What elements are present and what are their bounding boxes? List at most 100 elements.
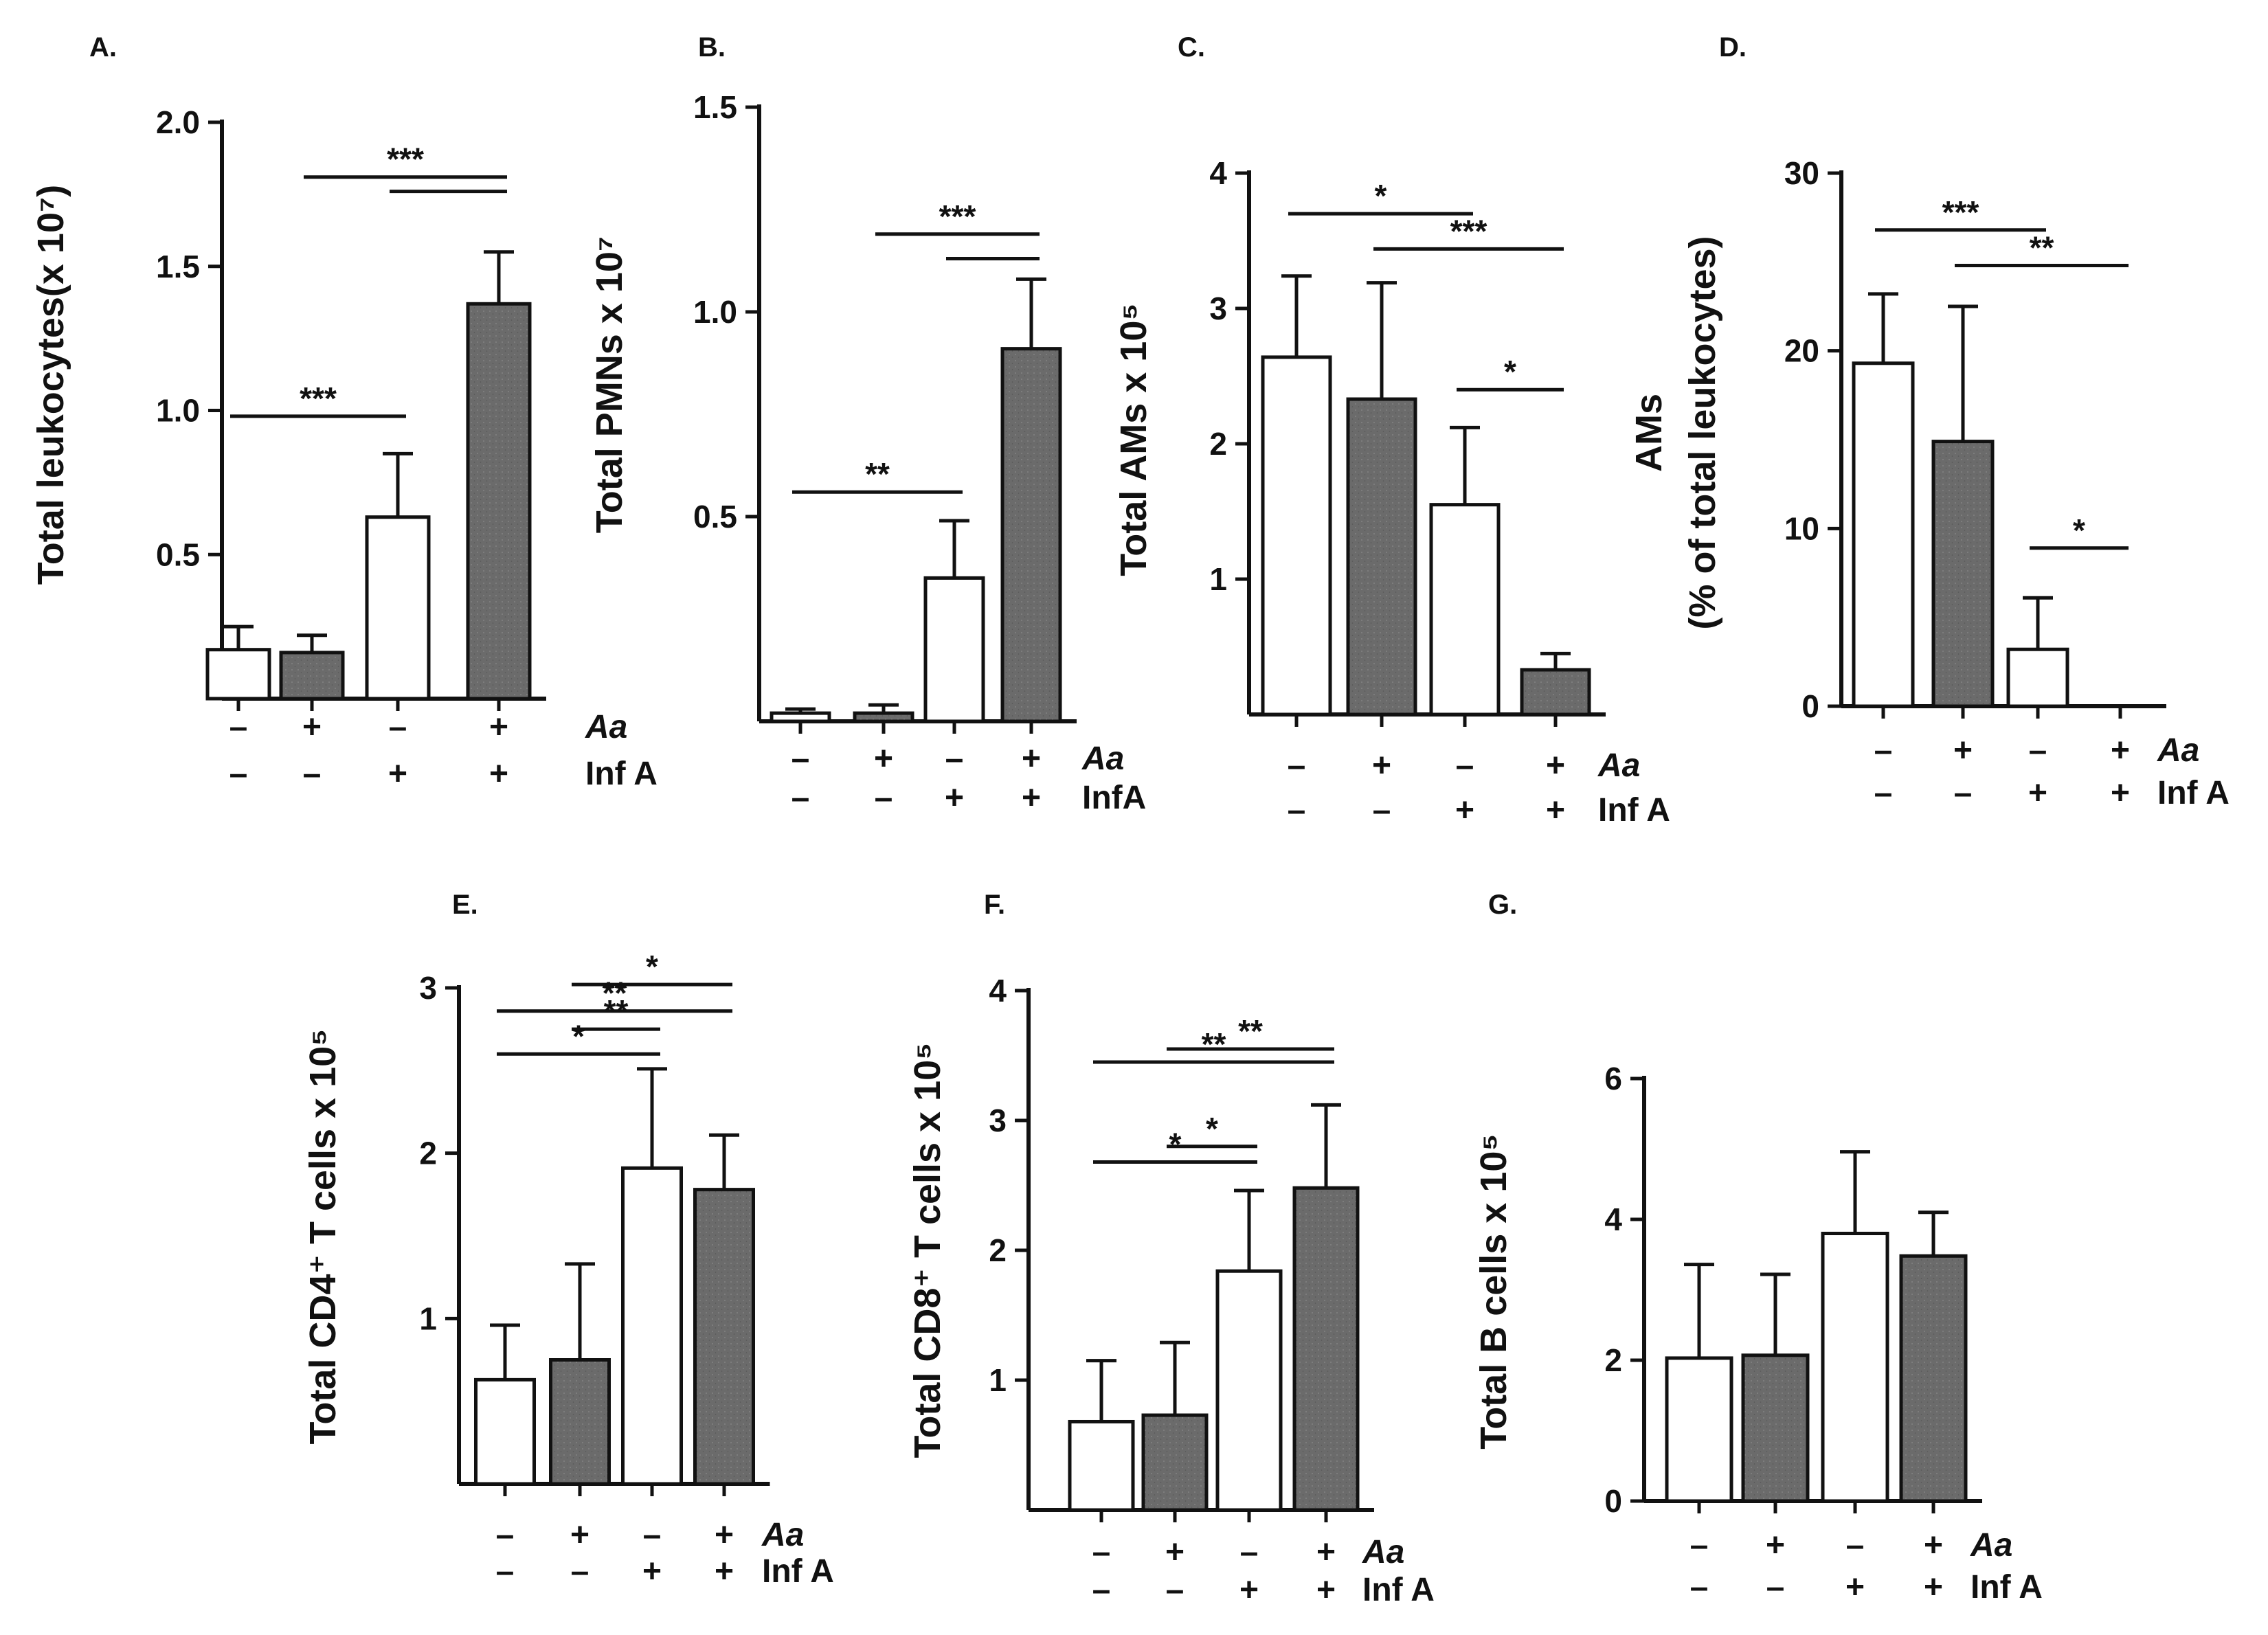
y-tick-label: 1.0 — [156, 393, 200, 429]
bar — [923, 576, 985, 723]
row-label-inf: Inf A — [762, 1553, 834, 1590]
inf-sign: + — [1924, 1569, 1943, 1605]
row-label-aa: Aa — [1970, 1527, 2012, 1564]
aa-sign: – — [945, 741, 964, 777]
bar — [1000, 347, 1062, 723]
bar — [1899, 1254, 1968, 1503]
aa-sign: + — [1766, 1527, 1785, 1564]
panel-a: A. Total leukocytes(x 10⁷) 0.5 1.0 1.5 2.0 – – +… — [30, 32, 658, 792]
inf-sign: – — [496, 1553, 515, 1590]
panel-b: B.Total PMNs x 10⁷ 0.51.01.5––+––+++AaInf… — [589, 32, 1146, 816]
bar — [1292, 1186, 1360, 1512]
panel-label: D. — [1719, 32, 1747, 63]
sig-label: * — [1504, 354, 1516, 390]
aa-sign: + — [1546, 747, 1565, 784]
bar — [466, 302, 532, 701]
y-tick-label: 1 — [1209, 561, 1227, 597]
inf-sign: + — [489, 756, 508, 792]
row-label-inf: Inf A — [1362, 1572, 1435, 1608]
panel-label: F. — [984, 890, 1005, 920]
aa-sign: – — [1846, 1527, 1865, 1564]
aa-sign: – — [496, 1517, 515, 1553]
aa-sign: + — [1022, 741, 1041, 777]
sig-label: *** — [300, 381, 337, 416]
aa-sign: + — [2111, 732, 2130, 769]
aa-sign: – — [1240, 1534, 1259, 1570]
row-label-inf: Inf A — [1598, 792, 1670, 828]
y-tick-label: 1.5 — [156, 249, 200, 284]
bar — [1852, 361, 1915, 708]
inf-sign: + — [1455, 792, 1474, 828]
aa-sign: – — [1288, 747, 1306, 784]
bar — [365, 515, 431, 701]
y-tick-label: 4 — [989, 973, 1007, 1008]
bar — [693, 1188, 755, 1486]
inf-sign: – — [1288, 792, 1306, 828]
inf-sign: + — [715, 1553, 734, 1590]
y-tick-label: 1.5 — [693, 89, 737, 125]
panel-e: E.Total CD4⁺ T cells x 10⁵ 123––+––+++AaI… — [302, 890, 834, 1590]
aa-sign: + — [1316, 1534, 1336, 1570]
y-tick-label: 2 — [1209, 426, 1227, 462]
row-label-aa: Aa — [1362, 1534, 1404, 1570]
inf-sign: – — [229, 756, 248, 792]
inf-sign: – — [1690, 1569, 1709, 1605]
aa-sign: – — [229, 709, 248, 745]
aa-sign: + — [1372, 747, 1391, 784]
row-label-aa: Aa — [1081, 741, 1124, 777]
aa-sign: + — [570, 1517, 590, 1553]
y-axis-label-2: (% of total leukocytes) — [1682, 236, 1723, 629]
bar — [1821, 1232, 1889, 1503]
y-axis-label: AMs — [1628, 394, 1670, 472]
inf-sign: + — [945, 780, 964, 816]
y-tick-label: 2.0 — [156, 104, 200, 140]
y-tick-label: 0.5 — [156, 537, 200, 572]
inf-sign: – — [1766, 1569, 1785, 1605]
inf-sign: + — [1845, 1569, 1865, 1605]
row-label-aa: Aa — [1597, 747, 1640, 784]
aa-sign: – — [791, 741, 810, 777]
panel-label: C. — [1178, 32, 1205, 63]
y-tick-label: 2 — [419, 1136, 437, 1171]
sig-label: ** — [865, 456, 890, 492]
panel-label: G. — [1488, 890, 1517, 920]
row-label-aa: Aa — [761, 1517, 804, 1553]
y-tick-label: 6 — [1604, 1061, 1622, 1096]
row-label-aa: Aa — [585, 709, 627, 745]
sig-label: * — [1206, 1111, 1218, 1147]
inf-sign: + — [1022, 780, 1041, 816]
y-tick-label: 0 — [1604, 1483, 1622, 1519]
sig-label: * — [1375, 178, 1387, 214]
y-axis-label: Total CD4⁺ T cells x 10⁵ — [302, 1028, 344, 1444]
inf-sign: – — [1166, 1572, 1184, 1608]
y-tick-label: 2 — [989, 1232, 1007, 1268]
bar — [770, 711, 831, 723]
panel-d: D. AMs (% of total leukocytes) 0 10 20 30 – – + – –… — [1628, 32, 2230, 811]
inf-sign: + — [1316, 1572, 1336, 1608]
aa-sign: – — [1456, 747, 1474, 784]
y-tick-label: 3 — [1209, 291, 1227, 326]
inf-sign: + — [642, 1553, 662, 1590]
y-tick-label: 10 — [1784, 510, 1819, 546]
bar — [2006, 647, 2069, 708]
y-axis-label: Total B cells x 10⁵ — [1473, 1134, 1514, 1450]
bar — [1261, 355, 1332, 717]
panel-label: A. — [89, 32, 117, 63]
y-axis-label: Total AMs x 10⁵ — [1113, 303, 1154, 576]
y-tick-label: 0.5 — [693, 499, 737, 534]
y-tick-label: 2 — [1604, 1342, 1622, 1378]
aa-sign: – — [1874, 732, 1893, 769]
aa-sign: + — [302, 709, 322, 745]
bar — [205, 648, 271, 701]
sig-label: * — [572, 1018, 585, 1054]
bar — [279, 651, 345, 701]
y-tick-label: 3 — [419, 970, 437, 1006]
y-axis-label: Total leukocytes(x 10⁷) — [30, 185, 71, 585]
aa-sign: – — [1690, 1527, 1709, 1564]
inf-sign: – — [1092, 1572, 1111, 1608]
y-tick-label: 1 — [419, 1300, 437, 1336]
sig-label: * — [1169, 1126, 1182, 1162]
bar — [1429, 503, 1501, 717]
panel-label: B. — [698, 32, 726, 63]
